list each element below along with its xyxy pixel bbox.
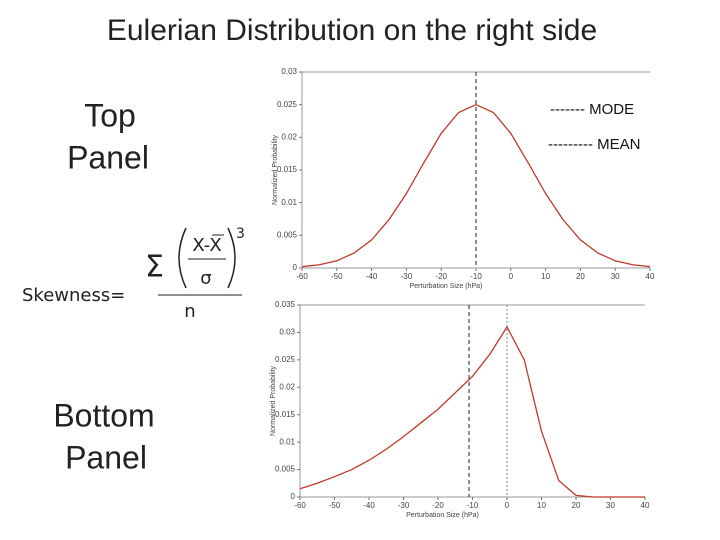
x-tick-label: -50: [331, 272, 343, 281]
slide-title: Eulerian Distribution on the right side: [107, 14, 597, 47]
y-tick-label: 0.01: [281, 198, 297, 207]
y-tick-label: 0.035: [275, 300, 296, 309]
y-tick-label: 0: [293, 263, 298, 272]
x-tick-label: 10: [537, 501, 546, 510]
formula-text: Σ: [145, 250, 164, 285]
x-tick-label: -30: [398, 501, 410, 510]
x-axis-label: Perturbation Size (hPa): [410, 283, 483, 290]
top-label: Panel: [67, 139, 149, 175]
formula-text: 3: [236, 226, 245, 242]
formula-text: σ: [200, 268, 211, 289]
y-tick-label: 0.025: [277, 100, 298, 109]
y-axis-label: Normalized Probability: [270, 365, 277, 436]
x-axis-label: Perturbation Size (hPa): [406, 512, 479, 519]
x-tick-label: 30: [606, 501, 615, 510]
y-tick-label: 0.015: [275, 410, 296, 419]
x-tick-label: -10: [467, 501, 479, 510]
x-tick-label: -60: [294, 501, 306, 510]
formula-text: Skewness=: [22, 285, 125, 306]
y-tick-label: 0.02: [281, 132, 297, 141]
x-tick-label: -60: [296, 272, 308, 281]
y-tick-label: 0.005: [277, 230, 298, 239]
x-tick-label: 30: [611, 272, 620, 281]
y-axis-label: Normalized Probability: [272, 134, 279, 205]
x-tick-label: -20: [435, 272, 447, 281]
x-tick-label: -50: [329, 501, 341, 510]
x-tick-label: 0: [505, 501, 510, 510]
y-tick-label: 0.01: [279, 437, 295, 446]
x-tick-label: -40: [363, 501, 375, 510]
top-label: Top: [84, 97, 136, 133]
x-tick-label: -40: [366, 272, 378, 281]
series-line: [301, 103, 651, 268]
paren: [227, 227, 236, 289]
paren: [178, 227, 187, 289]
legend-text: --------- MEAN: [548, 136, 640, 153]
x-tick-label: -30: [401, 272, 413, 281]
y-tick-label: 0.03: [279, 328, 295, 337]
x-tick-label: 40: [641, 501, 650, 510]
x-tick-label: -20: [432, 501, 444, 510]
x-tick-label: 20: [572, 501, 581, 510]
x-tick-label: 20: [576, 272, 585, 281]
y-tick-label: 0.015: [277, 165, 298, 174]
x-tick-label: 0: [509, 272, 514, 281]
x-tick-label: 40: [646, 272, 655, 281]
series-line: [299, 325, 645, 498]
bottom-label: Panel: [65, 439, 147, 475]
y-tick-label: 0.005: [275, 465, 296, 474]
y-tick-label: 0.025: [275, 355, 296, 364]
legend-text: ------- MODE: [550, 101, 634, 118]
x-tick-label: -10: [470, 272, 482, 281]
bottom-label: Bottom: [53, 397, 154, 433]
y-tick-label: 0.02: [279, 382, 295, 391]
formula-text: X-X: [192, 235, 221, 256]
y-tick-label: 0.03: [281, 67, 297, 76]
formula: Skewness= Σ X-X σ 3 n: [22, 226, 245, 322]
formula-text: n: [184, 301, 195, 322]
y-tick-label: 0: [291, 492, 296, 501]
x-tick-label: 10: [541, 272, 550, 281]
